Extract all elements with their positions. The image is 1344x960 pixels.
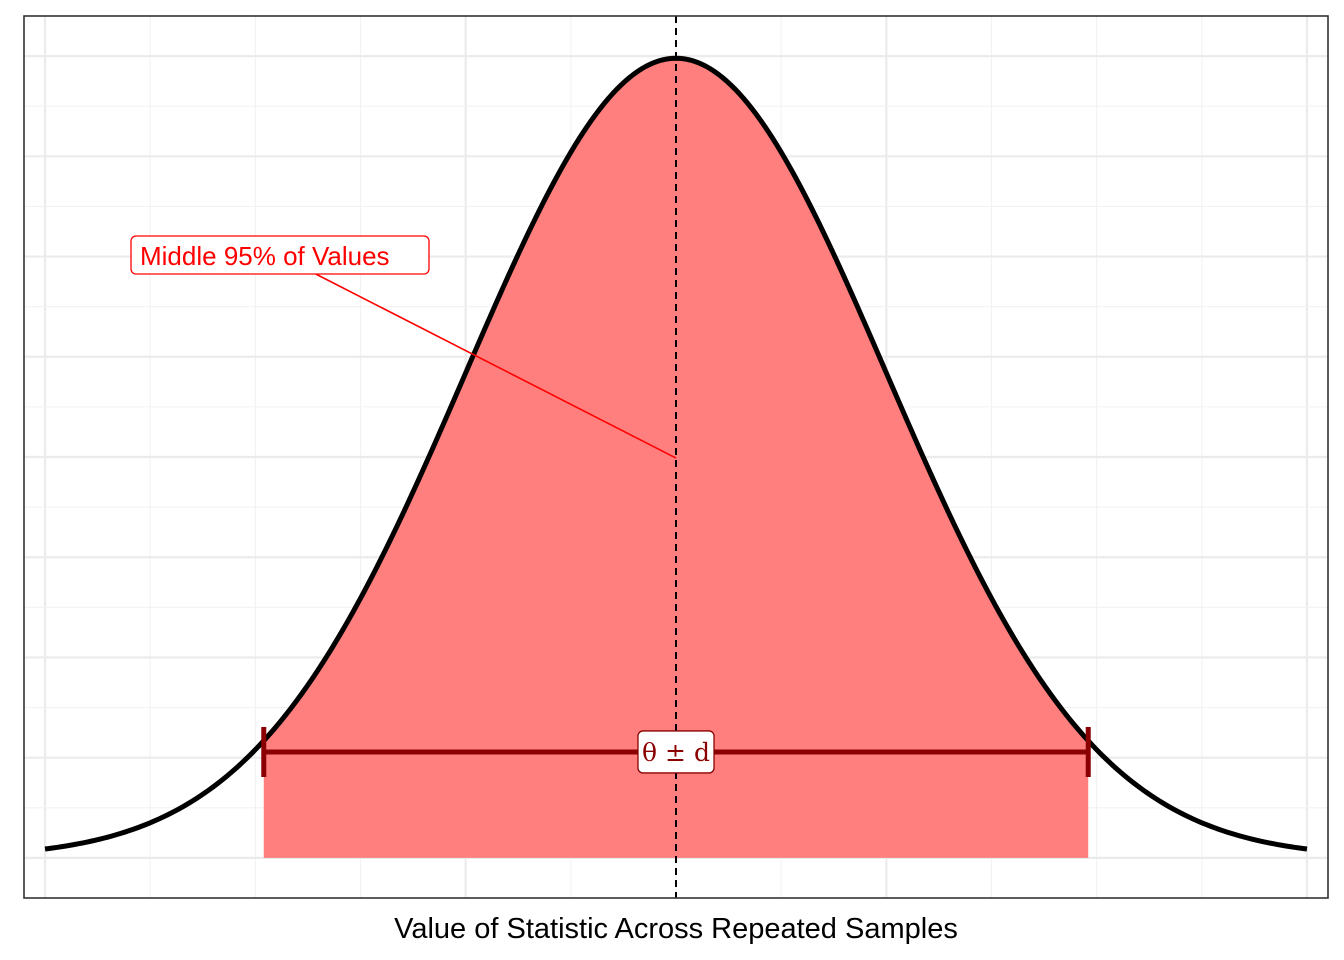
x-axis-label: Value of Statistic Across Repeated Sampl…: [394, 913, 958, 945]
panel-border: [23, 15, 1329, 899]
annotation-box: [130, 235, 430, 275]
annotation-leader: [315, 273, 677, 459]
interval-label: θ ± d: [642, 738, 710, 767]
annotation-label: Middle 95% of Values: [140, 241, 390, 271]
interval-label-box: [637, 730, 715, 774]
